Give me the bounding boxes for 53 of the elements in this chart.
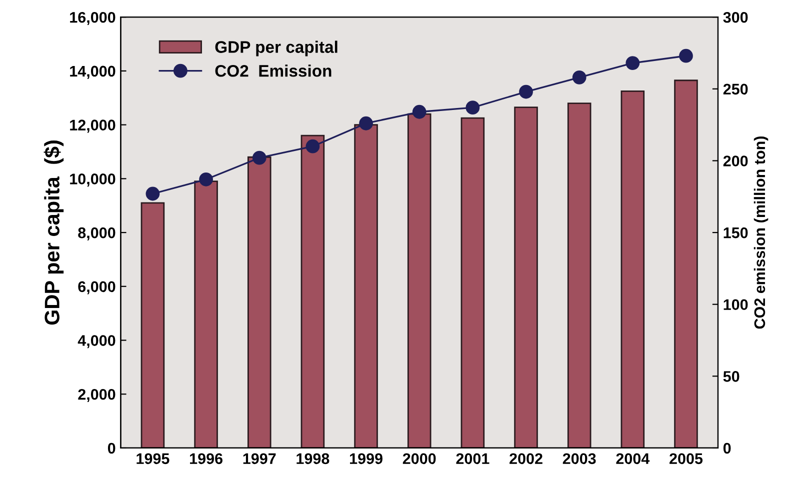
y2-tick-label: 100 [724, 299, 748, 310]
x-tick-label: 2005 [670, 453, 703, 464]
x-tick-label: 2002 [510, 453, 542, 464]
bar [140, 202, 165, 448]
bar [514, 106, 538, 448]
y-tick-label: 4,000 [78, 335, 116, 348]
y-tick-label: 12,000 [70, 120, 116, 133]
legend-label: CO2 Emission [215, 64, 332, 77]
x-tick-label: 1997 [243, 453, 276, 464]
point [679, 48, 693, 63]
y-tick-label: 8,000 [78, 227, 116, 240]
bar [620, 90, 645, 448]
bar [354, 124, 378, 448]
point [306, 139, 320, 154]
bar [407, 113, 432, 448]
x-tick-label: 1996 [190, 453, 222, 464]
x-tick-label: 1995 [136, 453, 170, 464]
x-tick-label: 2003 [562, 453, 596, 464]
point [252, 150, 266, 165]
point [466, 100, 480, 115]
y2-tick-label: 0 [723, 442, 731, 454]
point [626, 56, 640, 70]
bar [247, 156, 272, 448]
x-tick-label: 1998 [296, 453, 330, 464]
point [359, 116, 373, 130]
bar [460, 117, 485, 448]
point [199, 172, 213, 186]
y2-tick-label: 250 [723, 84, 748, 95]
y2-tick-label: 200 [723, 156, 748, 166]
y-tick-label: 14,000 [70, 66, 116, 79]
y2-axis-title: CO2 emission (million ton) [754, 136, 768, 329]
y-axis-title: GDP per capita ($) [44, 140, 64, 325]
x-tick-label: 2001 [456, 453, 490, 464]
point [519, 84, 533, 99]
bar [300, 134, 325, 448]
y-tick-label: 16,000 [70, 12, 116, 25]
point [412, 104, 426, 119]
y2-tick-label: 300 [723, 12, 748, 23]
x-tick-label: 1999 [350, 453, 382, 464]
bar [194, 180, 218, 448]
bar [567, 102, 592, 448]
y2-tick-label: 50 [723, 371, 740, 382]
x-tick-label: 2004 [616, 453, 650, 464]
point [146, 186, 160, 201]
y2-tick-label: 150 [724, 227, 748, 238]
y-tick-label: 6,000 [78, 281, 116, 294]
y-tick-label: 10,000 [70, 174, 116, 187]
x-tick-label: 2000 [402, 453, 436, 464]
point [572, 70, 586, 84]
legend-label: GDP per capital [215, 40, 338, 56]
y-tick-label: 0 [108, 442, 116, 454]
bar [674, 80, 698, 448]
y-tick-label: 2,000 [78, 388, 116, 402]
